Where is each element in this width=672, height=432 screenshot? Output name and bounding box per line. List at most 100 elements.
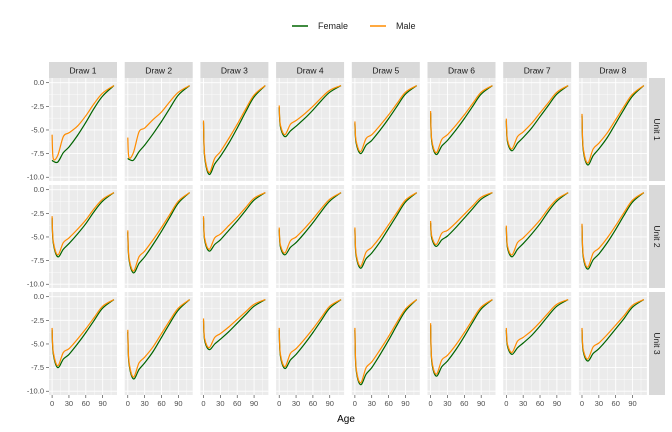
series-line-male (51, 85, 115, 161)
panel (503, 185, 572, 288)
y-tick-label: -2.5 (31, 102, 44, 111)
x-tick-label: 90 (553, 399, 561, 408)
y-tick-label: -5.0 (31, 125, 44, 134)
panel (578, 185, 647, 288)
panel (276, 185, 345, 288)
series-line-male (278, 85, 342, 136)
y-tick-label: -7.5 (31, 363, 44, 372)
y-tick-label: -2.5 (31, 316, 44, 325)
series-line-female (127, 85, 190, 162)
y-tick-label: 0.0 (34, 292, 44, 301)
series-line-female (202, 299, 266, 351)
x-tick-label: 0 (353, 399, 357, 408)
legend-label-male: Male (396, 21, 416, 31)
x-tick-label: 60 (384, 399, 392, 408)
y-tick-label: -5.0 (31, 232, 44, 241)
x-tick-label: 30 (595, 399, 603, 408)
series-line-male (581, 299, 645, 360)
x-tick-label: 0 (126, 399, 130, 408)
series-line-male (505, 299, 569, 354)
x-tick-label: 30 (65, 399, 73, 408)
strip-label-column: Draw 7 (524, 66, 551, 76)
x-tick-label: 90 (250, 399, 258, 408)
strip-label-row: Unit 3 (652, 332, 662, 354)
legend: Female Male (292, 21, 416, 31)
panel (124, 292, 193, 395)
series-line-male (127, 299, 190, 378)
panel (276, 78, 345, 181)
series-line-male (202, 192, 266, 250)
series-line-female (505, 299, 569, 355)
panel (427, 78, 496, 181)
x-tick-label: 60 (460, 399, 468, 408)
x-tick-label: 0 (504, 399, 508, 408)
series-line-male (354, 192, 418, 267)
strip-label-column: Draw 1 (70, 66, 97, 76)
y-tick-label: -7.5 (31, 149, 44, 158)
x-tick-label: 0 (201, 399, 205, 408)
panel (578, 78, 647, 181)
series-line-male (127, 85, 190, 159)
y-tick-label: -10.0 (27, 173, 44, 182)
x-tick-label: 60 (82, 399, 90, 408)
series-line-male (202, 299, 266, 349)
panel-grid: Draw 1 Draw 2 Draw 3 Draw 4 Draw 5 Draw 6 Draw… (27, 62, 665, 408)
x-tick-label: 90 (174, 399, 182, 408)
y-tick-label: -2.5 (31, 209, 44, 218)
panel (124, 78, 193, 181)
panel (503, 78, 572, 181)
x-tick-label: 60 (233, 399, 241, 408)
y-tick-label: 0.0 (34, 78, 44, 87)
series-line-male (581, 85, 645, 164)
series-line-male (505, 85, 569, 150)
panel (200, 78, 269, 181)
x-tick-label: 30 (519, 399, 527, 408)
legend-label-female: Female (318, 21, 348, 31)
panel (427, 292, 496, 395)
x-tick-label: 90 (477, 399, 485, 408)
series-line-female (51, 85, 115, 164)
series-line-male (278, 299, 342, 368)
strip-column (578, 62, 647, 78)
y-tick-label: -10.0 (27, 280, 44, 289)
x-tick-label: 30 (368, 399, 376, 408)
series-line-male (278, 192, 342, 254)
strip-column (49, 62, 117, 78)
panel (276, 292, 345, 395)
panel (200, 185, 269, 288)
strip-label-row: Unit 1 (652, 118, 662, 140)
x-tick-label: 60 (536, 399, 544, 408)
x-tick-label: 30 (443, 399, 451, 408)
panel (49, 292, 117, 395)
series-line-male (51, 192, 115, 256)
strip-label-column: Draw 5 (372, 66, 399, 76)
strip-label-column: Draw 2 (145, 66, 172, 76)
strip-column (276, 62, 345, 78)
panel (124, 185, 193, 288)
series-line-male (429, 85, 493, 154)
strip-label-column: Draw 6 (448, 66, 475, 76)
panel (351, 78, 420, 181)
x-tick-label: 0 (50, 399, 54, 408)
y-tick-label: -7.5 (31, 256, 44, 265)
series-line-male (429, 192, 493, 246)
strip-column (124, 62, 193, 78)
x-tick-label: 0 (277, 399, 281, 408)
strip-label-column: Draw 4 (297, 66, 324, 76)
strip-column (200, 62, 269, 78)
x-tick-label: 60 (309, 399, 317, 408)
series-line-male (354, 299, 418, 384)
x-axis-label: Age (337, 414, 355, 425)
x-tick-label: 0 (429, 399, 433, 408)
panel (351, 185, 420, 288)
series-line-male (51, 299, 115, 367)
x-tick-label: 0 (580, 399, 584, 408)
panel (503, 292, 572, 395)
strip-column (427, 62, 496, 78)
strip-label-column: Draw 8 (599, 66, 626, 76)
panel (578, 292, 647, 395)
x-tick-label: 60 (157, 399, 165, 408)
series-line-female (505, 85, 569, 152)
